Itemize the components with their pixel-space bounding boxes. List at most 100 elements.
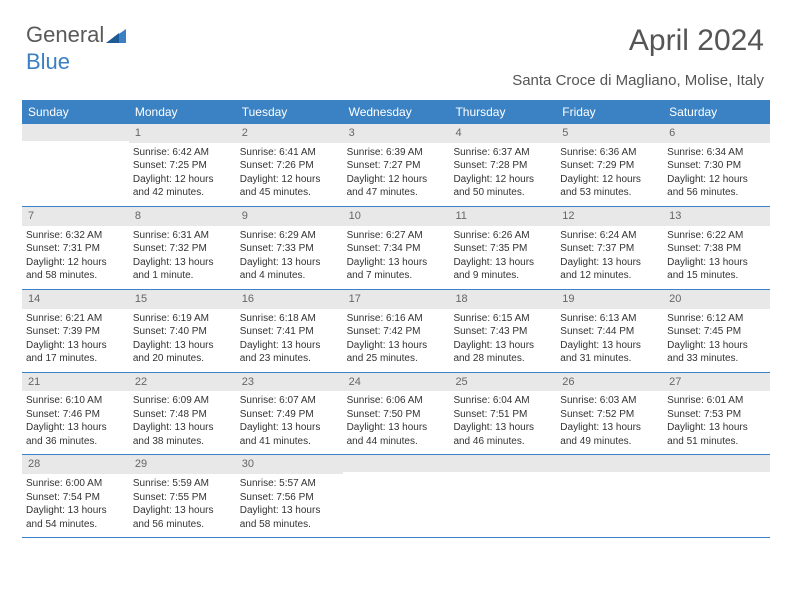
calendar-day: 19Sunrise: 6:13 AMSunset: 7:44 PMDayligh… [556, 290, 663, 372]
sunrise-text: Sunrise: 6:18 AM [240, 312, 339, 326]
calendar-day: 10Sunrise: 6:27 AMSunset: 7:34 PMDayligh… [343, 207, 450, 289]
calendar-day: 6Sunrise: 6:34 AMSunset: 7:30 PMDaylight… [663, 124, 770, 206]
calendar-day: 29Sunrise: 5:59 AMSunset: 7:55 PMDayligh… [129, 455, 236, 537]
day-number: 10 [343, 207, 450, 226]
sunrise-text: Sunrise: 6:32 AM [26, 229, 125, 243]
sunrise-text: Sunrise: 6:42 AM [133, 146, 232, 160]
calendar-week: 14Sunrise: 6:21 AMSunset: 7:39 PMDayligh… [22, 290, 770, 373]
brand-part2: Blue [26, 49, 70, 74]
sunrise-text: Sunrise: 6:27 AM [347, 229, 446, 243]
sunset-text: Sunset: 7:42 PM [347, 325, 446, 339]
daylight-text: Daylight: 12 hours and 47 minutes. [347, 173, 446, 200]
day-details: Sunrise: 6:21 AMSunset: 7:39 PMDaylight:… [22, 309, 129, 372]
day-details: Sunrise: 6:10 AMSunset: 7:46 PMDaylight:… [22, 391, 129, 454]
day-details: Sunrise: 6:13 AMSunset: 7:44 PMDaylight:… [556, 309, 663, 372]
day-number: 24 [343, 373, 450, 392]
sunrise-text: Sunrise: 6:04 AM [453, 394, 552, 408]
day-number: 17 [343, 290, 450, 309]
sunset-text: Sunset: 7:44 PM [560, 325, 659, 339]
day-details: Sunrise: 6:18 AMSunset: 7:41 PMDaylight:… [236, 309, 343, 372]
day-number: 25 [449, 373, 556, 392]
sunset-text: Sunset: 7:37 PM [560, 242, 659, 256]
calendar-day: 14Sunrise: 6:21 AMSunset: 7:39 PMDayligh… [22, 290, 129, 372]
sunset-text: Sunset: 7:35 PM [453, 242, 552, 256]
daylight-text: Daylight: 13 hours and 31 minutes. [560, 339, 659, 366]
sunset-text: Sunset: 7:34 PM [347, 242, 446, 256]
daylight-text: Daylight: 13 hours and 36 minutes. [26, 421, 125, 448]
sunrise-text: Sunrise: 6:09 AM [133, 394, 232, 408]
calendar-day: 17Sunrise: 6:16 AMSunset: 7:42 PMDayligh… [343, 290, 450, 372]
calendar-day: 18Sunrise: 6:15 AMSunset: 7:43 PMDayligh… [449, 290, 556, 372]
day-number: 6 [663, 124, 770, 143]
sunset-text: Sunset: 7:45 PM [667, 325, 766, 339]
sunrise-text: Sunrise: 6:29 AM [240, 229, 339, 243]
day-number: 23 [236, 373, 343, 392]
sunset-text: Sunset: 7:38 PM [667, 242, 766, 256]
sunset-text: Sunset: 7:29 PM [560, 159, 659, 173]
sunset-text: Sunset: 7:39 PM [26, 325, 125, 339]
day-details: Sunrise: 6:12 AMSunset: 7:45 PMDaylight:… [663, 309, 770, 372]
day-number [663, 455, 770, 472]
sunrise-text: Sunrise: 6:39 AM [347, 146, 446, 160]
sunset-text: Sunset: 7:43 PM [453, 325, 552, 339]
calendar-day: 12Sunrise: 6:24 AMSunset: 7:37 PMDayligh… [556, 207, 663, 289]
day-details: Sunrise: 6:29 AMSunset: 7:33 PMDaylight:… [236, 226, 343, 289]
day-number: 20 [663, 290, 770, 309]
sunset-text: Sunset: 7:52 PM [560, 408, 659, 422]
day-details: Sunrise: 6:01 AMSunset: 7:53 PMDaylight:… [663, 391, 770, 454]
day-number: 18 [449, 290, 556, 309]
day-number: 11 [449, 207, 556, 226]
day-details: Sunrise: 6:19 AMSunset: 7:40 PMDaylight:… [129, 309, 236, 372]
day-number: 8 [129, 207, 236, 226]
daylight-text: Daylight: 13 hours and 4 minutes. [240, 256, 339, 283]
sunset-text: Sunset: 7:28 PM [453, 159, 552, 173]
sunrise-text: Sunrise: 6:26 AM [453, 229, 552, 243]
calendar-day [556, 455, 663, 537]
daylight-text: Daylight: 13 hours and 28 minutes. [453, 339, 552, 366]
day-number: 16 [236, 290, 343, 309]
day-number: 5 [556, 124, 663, 143]
calendar-day: 30Sunrise: 5:57 AMSunset: 7:56 PMDayligh… [236, 455, 343, 537]
day-details: Sunrise: 6:00 AMSunset: 7:54 PMDaylight:… [22, 474, 129, 537]
day-number [556, 455, 663, 472]
calendar-day: 8Sunrise: 6:31 AMSunset: 7:32 PMDaylight… [129, 207, 236, 289]
sunset-text: Sunset: 7:31 PM [26, 242, 125, 256]
weekday-header: Friday [556, 100, 663, 124]
day-number: 15 [129, 290, 236, 309]
daylight-text: Daylight: 12 hours and 56 minutes. [667, 173, 766, 200]
day-details: Sunrise: 6:04 AMSunset: 7:51 PMDaylight:… [449, 391, 556, 454]
day-number: 2 [236, 124, 343, 143]
day-number: 27 [663, 373, 770, 392]
day-details: Sunrise: 6:03 AMSunset: 7:52 PMDaylight:… [556, 391, 663, 454]
sunset-text: Sunset: 7:46 PM [26, 408, 125, 422]
day-number: 28 [22, 455, 129, 474]
sunrise-text: Sunrise: 6:21 AM [26, 312, 125, 326]
brand-logo: General Blue [26, 22, 126, 75]
daylight-text: Daylight: 13 hours and 54 minutes. [26, 504, 125, 531]
day-details: Sunrise: 6:09 AMSunset: 7:48 PMDaylight:… [129, 391, 236, 454]
day-details: Sunrise: 6:26 AMSunset: 7:35 PMDaylight:… [449, 226, 556, 289]
weekday-header-row: SundayMondayTuesdayWednesdayThursdayFrid… [22, 100, 770, 124]
calendar-day: 1Sunrise: 6:42 AMSunset: 7:25 PMDaylight… [129, 124, 236, 206]
day-number: 7 [22, 207, 129, 226]
weekday-header: Saturday [663, 100, 770, 124]
calendar-day: 25Sunrise: 6:04 AMSunset: 7:51 PMDayligh… [449, 373, 556, 455]
daylight-text: Daylight: 13 hours and 20 minutes. [133, 339, 232, 366]
sunset-text: Sunset: 7:51 PM [453, 408, 552, 422]
page-title: April 2024 [629, 24, 764, 58]
sunrise-text: Sunrise: 6:36 AM [560, 146, 659, 160]
day-details: Sunrise: 6:42 AMSunset: 7:25 PMDaylight:… [129, 143, 236, 206]
calendar-day: 21Sunrise: 6:10 AMSunset: 7:46 PMDayligh… [22, 373, 129, 455]
day-details: Sunrise: 6:06 AMSunset: 7:50 PMDaylight:… [343, 391, 450, 454]
sunrise-text: Sunrise: 6:37 AM [453, 146, 552, 160]
daylight-text: Daylight: 12 hours and 50 minutes. [453, 173, 552, 200]
day-number: 14 [22, 290, 129, 309]
day-number: 29 [129, 455, 236, 474]
daylight-text: Daylight: 13 hours and 44 minutes. [347, 421, 446, 448]
sunrise-text: Sunrise: 6:01 AM [667, 394, 766, 408]
sunset-text: Sunset: 7:27 PM [347, 159, 446, 173]
day-number: 22 [129, 373, 236, 392]
calendar-day: 24Sunrise: 6:06 AMSunset: 7:50 PMDayligh… [343, 373, 450, 455]
calendar-day: 22Sunrise: 6:09 AMSunset: 7:48 PMDayligh… [129, 373, 236, 455]
weekday-header: Sunday [22, 100, 129, 124]
